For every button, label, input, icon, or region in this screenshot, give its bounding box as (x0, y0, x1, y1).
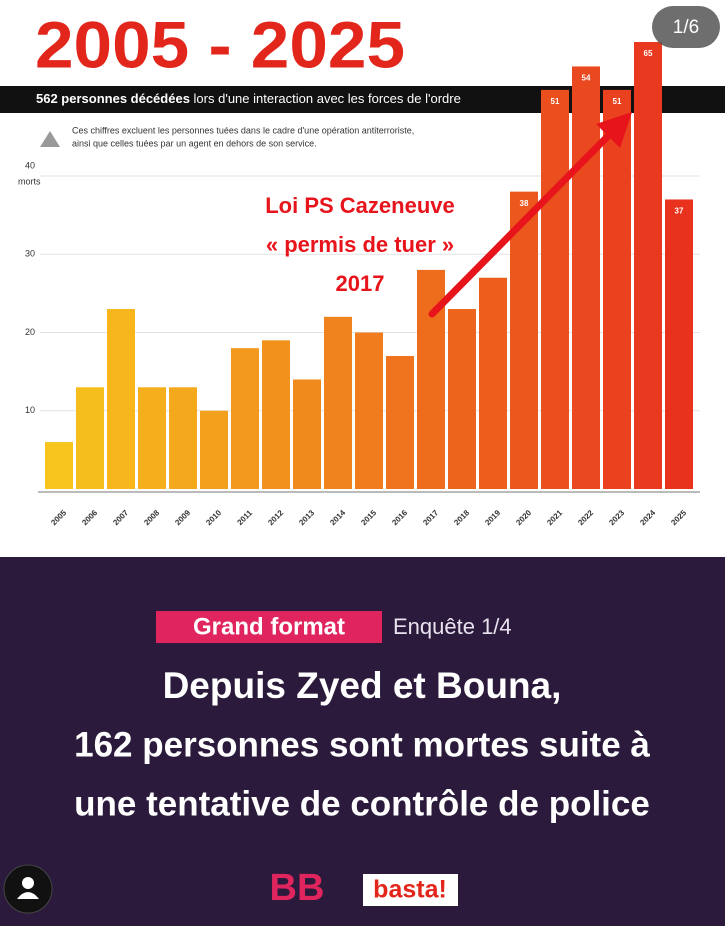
bar (324, 316, 352, 489)
value-label: 51 (551, 97, 560, 106)
bar (355, 332, 383, 489)
bar (262, 340, 290, 489)
avatar-head (22, 877, 34, 889)
bar (107, 309, 135, 489)
annotation: Loi PS Cazeneuve « permis de tuer » 2017 (265, 112, 632, 318)
value-label: 65 (644, 49, 653, 58)
chart: 38 51 54 51 65 37 (38, 42, 700, 493)
bar (634, 42, 662, 489)
warning-icon (40, 131, 60, 147)
logo-right: basta! (373, 876, 447, 904)
bar (169, 387, 197, 489)
avatar-body (17, 892, 39, 899)
page-badge-text: 1/6 (673, 17, 699, 38)
arrow-head (596, 112, 632, 148)
bar (76, 387, 104, 489)
annotation-line: Loi PS Cazeneuve (265, 193, 455, 218)
bar (665, 199, 693, 489)
bar (200, 410, 228, 489)
headline-line: 162 personnes sont mortes suite à (74, 725, 650, 764)
bar (293, 379, 321, 489)
y-unit: morts (18, 176, 41, 186)
tag-bg (156, 611, 382, 643)
note-line: Ces chiffres excluent les personnes tuée… (72, 125, 414, 135)
logo-left: BB (270, 867, 325, 909)
bar (541, 89, 569, 490)
y-tick-label: 40 (25, 160, 35, 170)
value-label: 54 (582, 74, 591, 83)
bar (603, 89, 631, 490)
y-tick-label: 10 (25, 405, 35, 415)
bar (479, 277, 507, 489)
note-line: ainsi que celles tuées par un agent en d… (72, 138, 317, 148)
subtitle-rest: lors d'une interaction avec les forces d… (194, 91, 461, 106)
bar (510, 191, 538, 489)
subtitle-bold: 562 personnes décédées (36, 91, 190, 106)
value-label: 38 (520, 199, 529, 208)
logo-right-bg (363, 874, 458, 906)
bar (448, 309, 476, 489)
arrow (428, 128, 616, 318)
headline-line: Depuis Zyed et Bouna, (163, 665, 562, 706)
tag: Grand format (193, 613, 345, 640)
annotation-line: 2017 (336, 271, 385, 296)
bar (45, 442, 73, 489)
annotation-line: « permis de tuer » (266, 232, 454, 257)
chart-title: 2005 - 2025 (35, 7, 405, 81)
value-label: 51 (613, 97, 622, 106)
bar (138, 387, 166, 489)
headline-line: une tentative de contrôle de police (74, 784, 650, 823)
bar (572, 66, 600, 489)
section: Enquête 1/4 (393, 614, 512, 639)
y-tick-label: 30 (25, 249, 35, 259)
y-tick-label: 20 (25, 327, 35, 337)
bar (386, 355, 414, 489)
subtitle: 562 personnes décédées lors d'une intera… (36, 91, 461, 106)
bar (231, 348, 259, 489)
page-badge (652, 6, 720, 48)
value-label: 37 (675, 207, 684, 216)
